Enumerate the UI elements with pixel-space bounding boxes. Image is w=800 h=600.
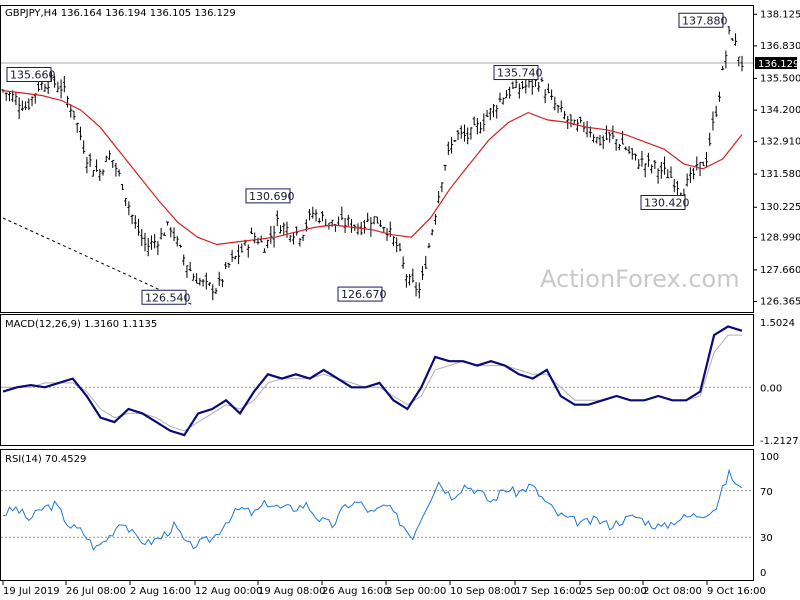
price-annotation-label: 135.740 bbox=[497, 67, 543, 80]
rsi-y-tick-label: 70 bbox=[760, 487, 773, 498]
price-y-tick-label: 131.580 bbox=[760, 169, 800, 180]
price-y-tick-label: 132.910 bbox=[760, 137, 800, 148]
moving-average-line bbox=[2, 90, 743, 246]
x-tick-label: 3 Sep 00:00 bbox=[386, 586, 446, 597]
rsi-y-tick-label: 0 bbox=[760, 568, 766, 579]
rsi-panel-frame bbox=[0, 449, 754, 581]
price-annotation-box bbox=[640, 194, 686, 210]
price-y-tick-label: 126.365 bbox=[760, 297, 800, 308]
price-annotation-box bbox=[337, 286, 383, 302]
price-y-tick-label: 130.225 bbox=[760, 202, 800, 213]
price-annotation-box bbox=[6, 66, 52, 82]
x-tick-label: 19 Aug 08:00 bbox=[258, 586, 325, 597]
axes: 138.125 136.830 135.500 134.200 132.910 131.5… bbox=[2, 9, 800, 597]
price-title: GBPJPY,H4 136.164 136.194 136.105 136.12… bbox=[5, 8, 236, 19]
current-price-label: 136.129 bbox=[758, 59, 799, 70]
price-y-tick-label: 135.500 bbox=[760, 73, 800, 84]
price-annotation: 130.690 bbox=[245, 188, 295, 204]
price-y-tick-label: 134.200 bbox=[760, 105, 800, 116]
macd-y-tick-label: -1.2127 bbox=[760, 436, 799, 447]
price-annotation-box bbox=[245, 188, 291, 204]
macd-line bbox=[2, 325, 743, 437]
price-y-tick-label: 138.125 bbox=[760, 9, 800, 20]
x-tick-label: 19 Jul 2019 bbox=[3, 586, 60, 597]
price-bars bbox=[1, 26, 744, 301]
price-y-tick-label: 128.990 bbox=[760, 232, 800, 243]
price-annotation-box bbox=[678, 12, 724, 28]
current-price-tag bbox=[755, 57, 797, 70]
macd-y-tick-label: 1.5024 bbox=[760, 318, 795, 329]
price-annotation: 137.880 bbox=[678, 12, 728, 28]
price-annotation-label: 126.540 bbox=[145, 291, 191, 304]
price-annotation-label: 135.660 bbox=[10, 68, 56, 81]
price-annotation-box bbox=[141, 289, 187, 305]
price-annotation: 130.420 bbox=[640, 194, 690, 210]
price-y-tick-label: 136.830 bbox=[760, 41, 800, 52]
price-annotation-label: 126.670 bbox=[341, 288, 387, 301]
x-tick-label: 26 Aug 16:00 bbox=[322, 586, 389, 597]
x-tick-label: 26 Jul 08:00 bbox=[66, 586, 126, 597]
price-annotation: 135.740 bbox=[493, 65, 543, 81]
macd-panel-frame bbox=[0, 314, 754, 446]
price-plot: 135.660 126.540 130.690 126.670 135.740 130.4… bbox=[1, 12, 753, 306]
rsi-title: RSI(14) 70.4529 bbox=[5, 454, 86, 465]
watermark: ActionForex.com bbox=[540, 265, 740, 293]
price-y-tick-label: 127.660 bbox=[760, 265, 800, 276]
price-annotation-box bbox=[493, 65, 539, 81]
price-annotation-label: 130.690 bbox=[249, 190, 295, 203]
x-tick-label: 10 Sep 08:00 bbox=[450, 586, 517, 597]
price-annotation: 126.670 bbox=[337, 286, 387, 302]
price-annotation-label: 130.420 bbox=[644, 196, 690, 209]
rsi-plot bbox=[1, 468, 753, 551]
x-tick-label: 12 Aug 00:00 bbox=[195, 586, 262, 597]
macd-y-tick-label: 0.00 bbox=[760, 383, 782, 394]
x-tick-label: 25 Sep 00:00 bbox=[580, 586, 647, 597]
rsi-y-tick-label: 30 bbox=[760, 533, 773, 544]
macd-title: MACD(12,26,9) 1.3160 1.1135 bbox=[5, 319, 157, 330]
x-tick-label: 2 Aug 16:00 bbox=[130, 586, 191, 597]
x-tick-label: 9 Oct 16:00 bbox=[707, 586, 766, 597]
price-annotation-label: 137.880 bbox=[682, 14, 728, 27]
x-tick-label: 17 Sep 16:00 bbox=[515, 586, 582, 597]
x-tick-label: 2 Oct 08:00 bbox=[643, 586, 702, 597]
price-annotation: 135.660 bbox=[6, 66, 56, 82]
macd-plot bbox=[1, 325, 753, 437]
rsi-y-tick-label: 100 bbox=[760, 452, 779, 463]
price-annotation: 126.540 bbox=[141, 289, 191, 305]
rsi-line bbox=[2, 468, 743, 551]
